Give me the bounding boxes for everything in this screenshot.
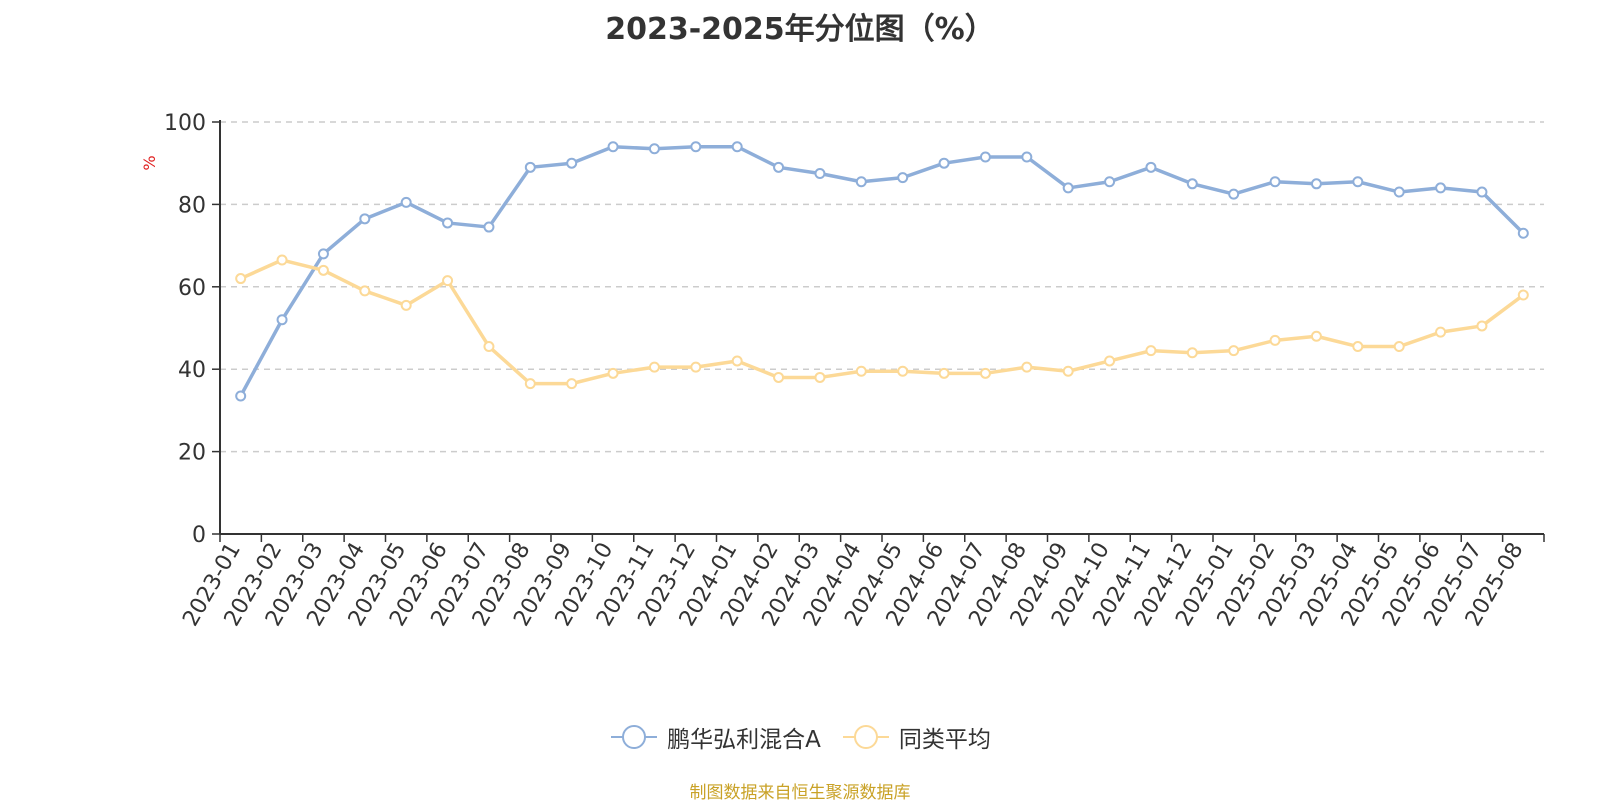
- data-point[interactable]: [1062, 365, 1074, 377]
- data-point[interactable]: [1310, 178, 1322, 190]
- data-point[interactable]: [607, 141, 619, 153]
- data-point[interactable]: [1145, 161, 1157, 173]
- data-point[interactable]: [1228, 188, 1240, 200]
- data-point[interactable]: [979, 151, 991, 163]
- grid-lines: [220, 121, 1544, 453]
- data-point[interactable]: [607, 367, 619, 379]
- data-point[interactable]: [1435, 326, 1447, 338]
- data-point[interactable]: [938, 367, 950, 379]
- data-point[interactable]: [524, 378, 536, 390]
- data-point[interactable]: [690, 361, 702, 373]
- legend-item-fund[interactable]: 鹏华弘利混合A: [609, 720, 821, 754]
- data-point[interactable]: [276, 314, 288, 326]
- axes: [212, 120, 1545, 542]
- y-tick-labels: 0 20 40 60 80 100: [164, 111, 206, 548]
- data-point[interactable]: [442, 275, 454, 287]
- data-point[interactable]: [400, 196, 412, 208]
- series-0: [235, 141, 1529, 402]
- data-point[interactable]: [1104, 355, 1116, 367]
- data-point[interactable]: [1145, 345, 1157, 357]
- data-point[interactable]: [938, 157, 950, 169]
- legend-swatch-fund: [611, 725, 658, 749]
- data-point[interactable]: [235, 390, 247, 402]
- data-point[interactable]: [317, 264, 329, 276]
- data-point[interactable]: [1476, 186, 1488, 198]
- data-point[interactable]: [1062, 182, 1074, 194]
- data-point[interactable]: [566, 378, 578, 390]
- series-line: [239, 144, 1525, 397]
- y-axis-label: %: [140, 155, 159, 170]
- data-point[interactable]: [1517, 289, 1529, 301]
- chart-title: 2023-2025年分位图（%）: [605, 12, 995, 47]
- data-point[interactable]: [1393, 186, 1405, 198]
- data-point[interactable]: [1021, 361, 1033, 373]
- data-point[interactable]: [731, 141, 743, 153]
- data-point[interactable]: [814, 168, 826, 179]
- data-point[interactable]: [359, 285, 371, 297]
- data-point[interactable]: [731, 355, 743, 367]
- y-tick-label: 60: [178, 276, 206, 301]
- y-tick-label: 40: [178, 358, 206, 383]
- data-point[interactable]: [773, 371, 785, 383]
- data-point[interactable]: [1352, 176, 1364, 188]
- data-point[interactable]: [483, 221, 495, 233]
- data-point[interactable]: [276, 254, 288, 266]
- data-point[interactable]: [690, 141, 702, 153]
- data-point[interactable]: [648, 143, 660, 155]
- y-tick-label: 100: [164, 111, 206, 136]
- y-tick-label: 80: [178, 193, 206, 218]
- data-point[interactable]: [235, 273, 247, 285]
- data-point[interactable]: [855, 176, 867, 188]
- data-point[interactable]: [1021, 151, 1033, 163]
- data-point[interactable]: [1310, 330, 1322, 342]
- y-tick-label: 20: [178, 441, 206, 466]
- data-point[interactable]: [1393, 341, 1405, 353]
- data-point[interactable]: [1228, 345, 1240, 357]
- data-point[interactable]: [1352, 341, 1364, 353]
- series-group: [235, 141, 1529, 402]
- data-point[interactable]: [1435, 182, 1447, 194]
- data-point[interactable]: [1269, 176, 1281, 188]
- legend-swatch-average: [842, 725, 889, 749]
- legend-label-fund: 鹏华弘利混合A: [667, 727, 821, 753]
- x-tick-labels: 2023-012023-022023-032023-042023-052023-…: [178, 539, 1528, 631]
- series-line: [239, 258, 1525, 386]
- legend-label-average: 同类平均: [898, 727, 991, 753]
- series-1: [235, 254, 1529, 390]
- data-point[interactable]: [442, 217, 454, 229]
- data-point[interactable]: [814, 371, 826, 383]
- data-point[interactable]: [855, 365, 867, 377]
- data-point[interactable]: [566, 157, 578, 169]
- data-point[interactable]: [648, 361, 660, 373]
- data-source-note: 制图数据来自恒生聚源数据库: [689, 783, 911, 803]
- data-point[interactable]: [979, 367, 991, 379]
- legend-item-average[interactable]: 同类平均: [841, 720, 991, 754]
- data-point[interactable]: [1476, 320, 1488, 332]
- data-point[interactable]: [317, 248, 329, 260]
- data-point[interactable]: [359, 213, 371, 225]
- data-point[interactable]: [1517, 227, 1529, 239]
- data-point[interactable]: [1186, 178, 1198, 190]
- data-point[interactable]: [1269, 334, 1281, 346]
- legend: 鹏华弘利混合A 同类平均: [0, 720, 1600, 754]
- data-point[interactable]: [483, 341, 495, 353]
- line-chart: % 0 20 40 60 80 100 2023-012023-022023-032023…: [140, 111, 1545, 631]
- y-tick-label: 0: [192, 523, 206, 548]
- data-point[interactable]: [524, 161, 536, 173]
- data-point[interactable]: [400, 299, 412, 311]
- data-point[interactable]: [897, 365, 909, 377]
- data-point[interactable]: [897, 172, 909, 184]
- data-point[interactable]: [773, 161, 785, 173]
- data-point[interactable]: [1104, 176, 1116, 188]
- data-point[interactable]: [1186, 347, 1198, 359]
